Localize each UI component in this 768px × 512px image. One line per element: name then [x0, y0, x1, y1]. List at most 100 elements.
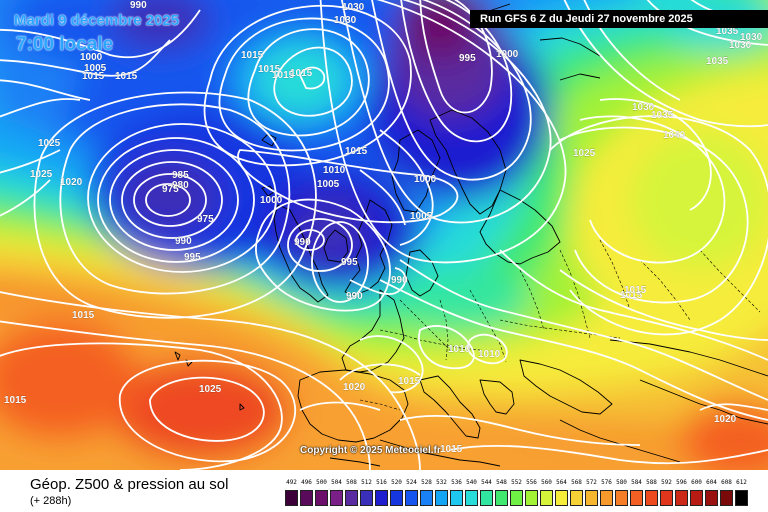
isobar-label: 1005 [84, 63, 107, 74]
isobar-label: 1015 [290, 68, 313, 79]
legend-value-label: 548 [496, 479, 507, 486]
legend-color-swatch [570, 490, 583, 506]
map-footer: Géop. Z500 & pression au sol (+ 288h) 49… [0, 470, 768, 512]
legend-value-label: 568 [571, 479, 582, 486]
isobar-label: 1015 [258, 64, 281, 75]
isobar-label: 1015 [115, 71, 138, 82]
legend-color-swatch [435, 490, 448, 506]
legend-value-label: 540 [466, 479, 477, 486]
legend-value-label: 588 [646, 479, 657, 486]
legend-value-label: 496 [301, 479, 312, 486]
run-info-banner: Run GFS 6 Z du Jeudi 27 novembre 2025 [470, 10, 768, 28]
isobar-label: 990 [391, 275, 408, 286]
isobar-label: 1015 [241, 50, 264, 61]
legend-color-swatch [330, 490, 343, 506]
legend-value-label: 572 [586, 479, 597, 486]
isobar-label: 1015 [72, 310, 95, 321]
legend-color-swatch [345, 490, 358, 506]
isobar-label: 1000 [496, 49, 519, 60]
isobar-label: 1035 [716, 26, 739, 37]
legend-color-swatch [390, 490, 403, 506]
legend-color-swatch [675, 490, 688, 506]
legend-value-label: 580 [616, 479, 627, 486]
legend-value-label: 552 [511, 479, 522, 486]
isobar-label: 1010 [323, 165, 346, 176]
legend-value-label: 592 [661, 479, 672, 486]
geopotential-map: 990 1030 1030 1000 1005 1015 1015 1015 1… [0, 0, 768, 470]
legend-value-label: 532 [436, 479, 447, 486]
isobar-label: 1035 [706, 56, 729, 67]
isobar-label: 1015 [620, 290, 643, 301]
isobar-label: 1030 [342, 2, 365, 13]
isobar-label: 980 [172, 180, 189, 191]
isobar-label: 985 [172, 170, 189, 181]
isobar-label: 995 [341, 257, 358, 268]
legend-color-swatch [480, 490, 493, 506]
legend-value-label: 596 [676, 479, 687, 486]
legend-value-label: 544 [481, 479, 492, 486]
legend-color-swatch [465, 490, 478, 506]
legend-color-swatch [720, 490, 733, 506]
legend-value-label: 608 [721, 479, 732, 486]
legend-color-swatch [405, 490, 418, 506]
legend-value-label: 504 [331, 479, 342, 486]
product-title: Géop. Z500 & pression au sol [30, 476, 229, 493]
legend-value-label: 576 [601, 479, 612, 486]
isobar-label: 1005 [410, 211, 433, 222]
legend-color-swatch [585, 490, 598, 506]
legend-value-label: 500 [316, 479, 327, 486]
legend-color-swatch [420, 490, 433, 506]
legend-value-label: 520 [391, 479, 402, 486]
isobar-label: 975 [162, 184, 179, 195]
legend-value-label: 536 [451, 479, 462, 486]
isobar-label: 1025 [573, 148, 596, 159]
legend-color-swatch [300, 490, 313, 506]
lead-time: (+ 288h) [30, 495, 72, 507]
legend-color-swatch [510, 490, 523, 506]
legend-value-label: 528 [421, 479, 432, 486]
isobar-label: 1015 [4, 395, 27, 406]
legend-color-swatch [735, 490, 748, 506]
legend-color-swatch [285, 490, 298, 506]
isobar-label: 990 [294, 237, 311, 248]
legend-color-swatch [525, 490, 538, 506]
legend-value-label: 564 [556, 479, 567, 486]
isobar-label: 990 [175, 236, 192, 247]
legend-color-swatch [450, 490, 463, 506]
legend-value-label: 508 [346, 479, 357, 486]
legend-color-swatch [540, 490, 553, 506]
legend-value-label: 604 [706, 479, 717, 486]
copyright-notice: Copyright © 2025 Meteociel.fr [300, 445, 441, 456]
legend-value-label: 512 [361, 479, 372, 486]
isobar-label: 1030 [632, 102, 655, 113]
isobar-label: 1015 [440, 444, 463, 455]
isobar-label: 1015 [398, 376, 421, 387]
isobar-label: 1000 [414, 174, 437, 185]
forecast-date: Mardi 9 décembre 2025 [14, 12, 180, 29]
legend-value-label: 584 [631, 479, 642, 486]
legend-color-swatch [600, 490, 613, 506]
legend-value-label: 600 [691, 479, 702, 486]
color-scale-legend: 492 496 500 504 508 512 516 520 524 528 532 536 540 5… [285, 470, 751, 512]
legend-color-swatch [315, 490, 328, 506]
isobar-label: 1020 [714, 414, 737, 425]
isobar-label: 1015 [272, 70, 295, 81]
legend-color-swatch [555, 490, 568, 506]
isobar-label: 990 [346, 291, 363, 302]
isobar-label: 1030 [334, 15, 357, 26]
isobar-label: 1010 [448, 344, 471, 355]
isobar-label: 1030 [740, 32, 763, 43]
legend-value-label: 556 [526, 479, 537, 486]
legend-value-label: 560 [541, 479, 552, 486]
isobar-label: 1005 [317, 179, 340, 190]
isobar-label: 1040 [663, 130, 686, 141]
isobar-label: 990 [130, 0, 147, 11]
isobar-label: 1000 [260, 195, 283, 206]
legend-color-swatch [690, 490, 703, 506]
isobar-label: 1015 [345, 146, 368, 157]
legend-color-swatch [495, 490, 508, 506]
legend-value-label: 492 [286, 479, 297, 486]
legend-color-swatch [375, 490, 388, 506]
isobar-label: 1015 [624, 285, 647, 296]
